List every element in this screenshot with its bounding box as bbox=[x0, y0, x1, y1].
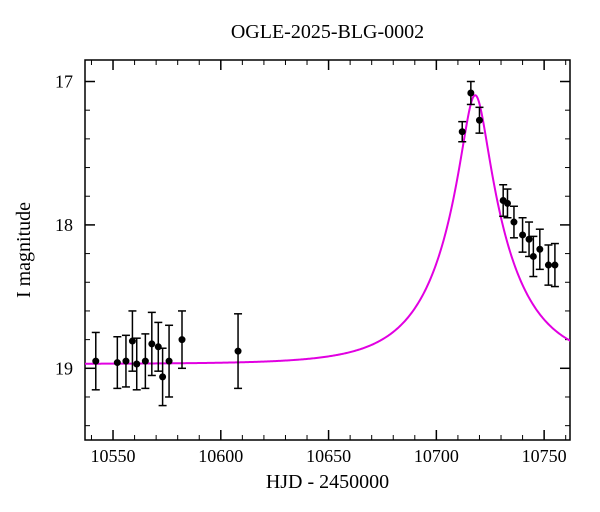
data-point bbox=[476, 117, 482, 123]
data-point bbox=[520, 232, 526, 238]
data-point bbox=[134, 361, 140, 367]
data-point bbox=[123, 358, 129, 364]
x-tick-label: 10750 bbox=[522, 446, 567, 466]
y-tick-label: 17 bbox=[55, 72, 73, 92]
data-point bbox=[93, 358, 99, 364]
data-point bbox=[142, 358, 148, 364]
data-point bbox=[552, 262, 558, 268]
data-point bbox=[545, 262, 551, 268]
data-point bbox=[459, 129, 465, 135]
chart-title: OGLE-2025-BLG-0002 bbox=[231, 21, 424, 43]
y-tick-label: 19 bbox=[55, 358, 73, 378]
data-point bbox=[468, 90, 474, 96]
data-layer bbox=[85, 82, 570, 406]
x-tick-label: 10600 bbox=[198, 446, 243, 466]
data-point bbox=[526, 236, 532, 242]
y-tick-label: 18 bbox=[55, 215, 73, 235]
x-axis-label: HJD - 2450000 bbox=[266, 471, 389, 493]
data-point bbox=[179, 337, 185, 343]
data-point bbox=[511, 219, 517, 225]
data-point bbox=[160, 374, 166, 380]
y-axis-label: I magnitude bbox=[13, 202, 35, 298]
data-point bbox=[129, 338, 135, 344]
chart-container: 10550 10600 10650 10700 10750 17 18 19 OGLE-2025… bbox=[0, 0, 600, 512]
data-point bbox=[530, 253, 536, 259]
x-tick-label: 10700 bbox=[414, 446, 459, 466]
plot-border bbox=[85, 60, 570, 440]
data-point bbox=[504, 200, 510, 206]
lightcurve-chart: 10550 10600 10650 10700 10750 17 18 19 OGLE-2025… bbox=[0, 0, 600, 512]
x-tick-label: 10650 bbox=[306, 446, 351, 466]
data-point bbox=[114, 360, 120, 366]
x-tick-label: 10550 bbox=[91, 446, 136, 466]
data-point bbox=[149, 341, 155, 347]
data-point bbox=[166, 358, 172, 364]
data-point bbox=[537, 246, 543, 252]
ticks bbox=[85, 60, 570, 440]
data-point bbox=[235, 348, 241, 354]
